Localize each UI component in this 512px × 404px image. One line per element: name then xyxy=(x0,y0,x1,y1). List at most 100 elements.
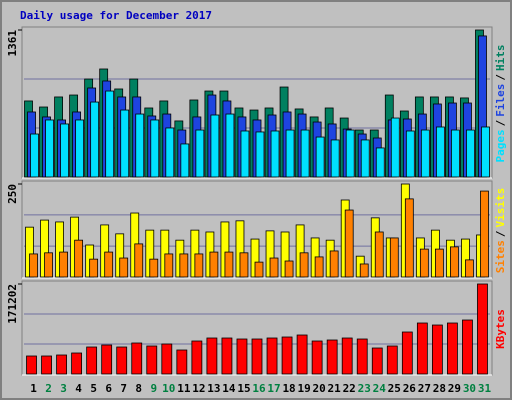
bar xyxy=(221,337,233,375)
bar xyxy=(90,101,100,178)
bar xyxy=(149,258,159,278)
x-tick-label: 1 xyxy=(30,382,37,395)
bar xyxy=(451,129,460,178)
bar xyxy=(195,129,205,178)
bar xyxy=(86,346,98,375)
bar xyxy=(41,355,52,375)
bar xyxy=(341,337,353,375)
bar xyxy=(266,337,278,375)
x-tick-label: 16 xyxy=(252,382,266,395)
x-tick-label: 13 xyxy=(207,382,220,395)
bar xyxy=(300,129,310,178)
bar xyxy=(60,123,69,178)
bar xyxy=(434,248,444,278)
x-tick-label: 18 xyxy=(282,382,295,395)
x-tick-label: 26 xyxy=(403,382,417,395)
bar xyxy=(131,342,143,375)
bar xyxy=(104,251,114,278)
bar xyxy=(206,337,218,375)
x-tick-label: 15 xyxy=(237,382,250,395)
bar xyxy=(404,198,414,278)
x-tick-label: 2 xyxy=(45,382,52,395)
bar xyxy=(101,344,113,375)
legend: Sites / Visits xyxy=(494,188,507,274)
legend-entry: Visits xyxy=(494,188,507,228)
bar xyxy=(465,259,474,278)
bar xyxy=(405,130,415,178)
bar xyxy=(450,246,459,278)
bar xyxy=(176,349,188,375)
bar xyxy=(386,345,398,375)
bar xyxy=(165,127,175,178)
bar xyxy=(30,133,39,178)
bar xyxy=(59,251,68,278)
bar xyxy=(374,231,384,278)
bar xyxy=(326,339,338,375)
legend-entry: Sites xyxy=(494,240,507,273)
bar xyxy=(431,324,443,375)
bar xyxy=(270,130,280,178)
x-tick-label: 9 xyxy=(150,382,157,395)
bar xyxy=(314,256,324,278)
bar xyxy=(71,352,83,375)
bar xyxy=(255,131,265,178)
bar xyxy=(251,338,263,375)
bar xyxy=(240,130,250,178)
x-tick-label: 22 xyxy=(343,382,356,395)
legend-separator: / xyxy=(494,74,507,81)
bar xyxy=(285,129,295,178)
x-tick-label: 8 xyxy=(135,382,142,395)
bar xyxy=(329,250,339,278)
x-tick-label: 27 xyxy=(418,382,431,395)
bar xyxy=(224,251,234,278)
bar xyxy=(56,354,67,375)
bar xyxy=(225,113,235,178)
bar xyxy=(191,340,203,375)
legend-entry: KBytes xyxy=(494,309,507,349)
bar xyxy=(180,143,190,178)
legend: KBytes xyxy=(494,309,507,349)
bar xyxy=(29,253,38,278)
x-tick-label: 21 xyxy=(328,382,342,395)
bar xyxy=(74,239,84,278)
bar xyxy=(477,283,488,375)
bar xyxy=(447,322,458,375)
legend-entry: Hits xyxy=(494,45,507,72)
bar xyxy=(311,340,323,375)
bar xyxy=(389,237,399,278)
x-tick-label: 30 xyxy=(463,382,476,395)
bar xyxy=(116,346,128,375)
x-tick-label: 28 xyxy=(433,382,446,395)
bar xyxy=(281,336,293,375)
bar xyxy=(146,345,158,375)
legend-separator: / xyxy=(494,230,507,237)
bar xyxy=(420,129,430,178)
x-tick-label: 19 xyxy=(297,382,310,395)
bar xyxy=(330,139,340,178)
legend-separator: / xyxy=(494,119,507,126)
x-tick-label: 5 xyxy=(90,382,97,395)
y-tick-label: 250 xyxy=(6,184,19,204)
bar xyxy=(416,322,428,375)
y-tick-label: 1361 xyxy=(6,30,19,57)
bar xyxy=(179,253,189,278)
bar xyxy=(105,90,115,178)
legend: Pages / Files / Hits xyxy=(494,45,507,163)
x-tick-label: 24 xyxy=(373,382,387,395)
bar xyxy=(356,338,368,375)
chart-title: Daily usage for December 2017 xyxy=(20,9,212,22)
bar xyxy=(134,243,144,278)
bar xyxy=(75,119,85,178)
bar xyxy=(296,334,308,375)
bar xyxy=(44,252,53,278)
bar xyxy=(344,209,354,278)
x-tick-label: 6 xyxy=(105,382,112,395)
bar xyxy=(345,129,355,178)
bar xyxy=(119,257,129,278)
bar xyxy=(254,261,264,278)
bar xyxy=(239,252,249,278)
bar xyxy=(209,251,219,278)
x-tick-label: 12 xyxy=(192,382,205,395)
x-tick-label: 25 xyxy=(388,382,401,395)
